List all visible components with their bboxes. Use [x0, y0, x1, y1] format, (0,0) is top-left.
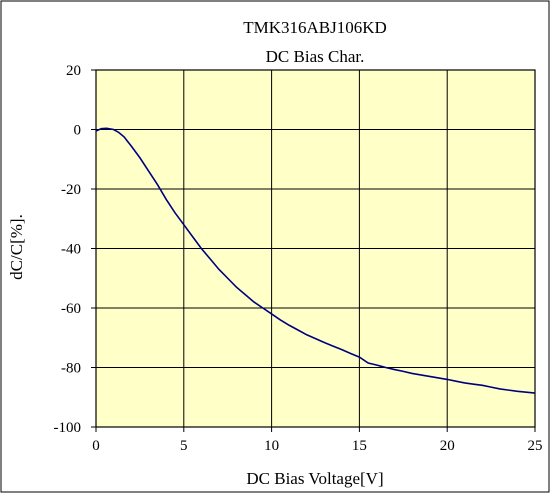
x-tick-label: 25	[528, 438, 543, 454]
y-tick-label: -20	[61, 182, 81, 198]
y-tick-label: -80	[61, 361, 81, 377]
y-tick-label: -40	[61, 242, 81, 258]
x-tick-label: 10	[264, 438, 279, 454]
y-tick-label: 0	[74, 123, 82, 139]
x-axis-title: DC Bias Voltage[V]	[246, 469, 383, 488]
series-line	[95, 127, 536, 394]
y-tick-label: -60	[61, 301, 81, 317]
y-tick-label: 20	[66, 63, 81, 79]
x-tick-label: 15	[352, 438, 367, 454]
x-tick-label: 20	[440, 438, 455, 454]
y-axis-title: dC/C[%].	[7, 214, 26, 280]
y-tick-label: -100	[54, 420, 82, 436]
grid-lines	[91, 69, 536, 432]
chart-title: TMK316ABJ106KD	[243, 18, 387, 37]
x-tick-label: 0	[92, 438, 100, 454]
chart-subtitle: DC Bias Char.	[266, 47, 365, 66]
tick-labels: 0 5 10 15 20 25 20 0 -20 -40 -60 -80 -100	[54, 63, 543, 454]
x-tick-label: 5	[180, 438, 188, 454]
